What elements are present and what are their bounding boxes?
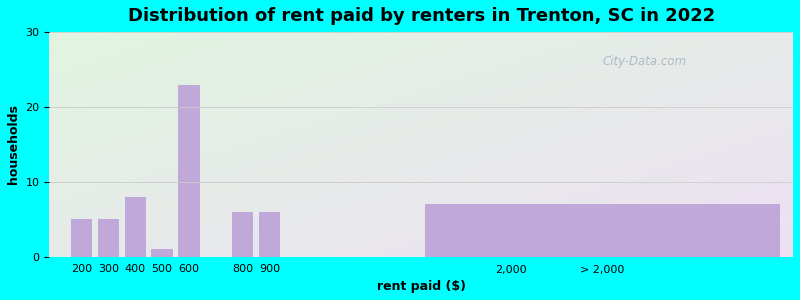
Title: Distribution of rent paid by renters in Trenton, SC in 2022: Distribution of rent paid by renters in … [127, 7, 715, 25]
Bar [71, 219, 92, 257]
Bar [98, 219, 119, 257]
Bar [426, 204, 780, 257]
Bar [178, 85, 200, 257]
Y-axis label: households: households [7, 104, 20, 184]
Bar [125, 197, 146, 257]
Text: City-Data.com: City-Data.com [602, 55, 686, 68]
Bar [258, 212, 280, 257]
Bar [232, 212, 254, 257]
Bar [151, 249, 173, 257]
X-axis label: rent paid ($): rent paid ($) [377, 280, 466, 293]
